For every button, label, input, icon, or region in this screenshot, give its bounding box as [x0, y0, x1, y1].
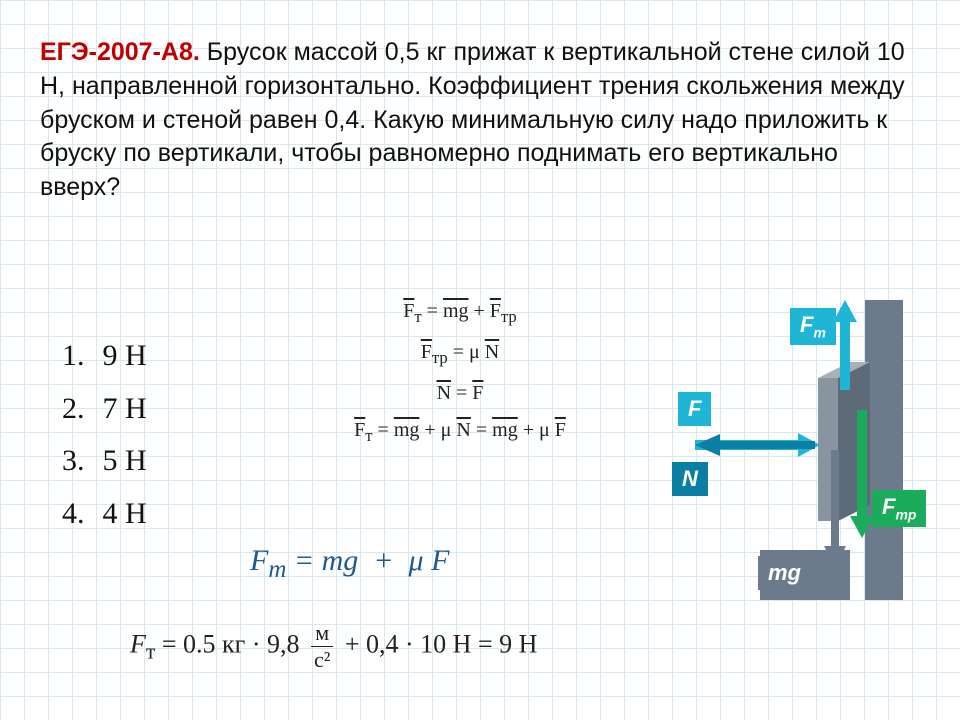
answer-list: 1. 9 Н 2. 7 Н 3. 5 Н 4. 4 Н — [62, 330, 147, 540]
equation-block: Fт = mg + Fтр Fтр = μ N N = F Fт = mg + … — [300, 300, 620, 460]
answer-1-num: 1. — [62, 330, 85, 383]
eqf-pre: F — [130, 629, 146, 658]
label-Ft-sub: т — [813, 324, 825, 340]
answer-1: 1. 9 Н — [62, 330, 147, 383]
arrow-Ft-head — [833, 300, 857, 322]
eq2-lsub: тр — [432, 348, 448, 367]
eq4-b: N — [456, 419, 470, 441]
answer-3-num: 3. — [62, 435, 85, 488]
eq3-lhs: N — [437, 382, 451, 404]
eq1-lhs: F — [403, 300, 414, 322]
label-mg: mg — [758, 556, 811, 590]
eqf-post: + 0,4 · 10 Н = 9 Н — [345, 629, 538, 658]
eq4-c: mg — [492, 419, 518, 441]
eq4-d: F — [555, 419, 566, 441]
eq-line-3: N = F — [300, 382, 620, 405]
answer-3: 3. 5 Н — [62, 435, 147, 488]
eqf-mid: = 0.5 кг · 9,8 — [162, 629, 306, 658]
answer-4-num: 4. — [62, 488, 85, 541]
label-Ftr: Fтр — [872, 490, 926, 527]
label-N-text: N — [682, 466, 698, 491]
eq2-eq: = μ — [453, 341, 485, 363]
answer-2: 2. 7 Н — [62, 383, 147, 436]
label-Ftr-text: F — [882, 494, 895, 519]
eq1-b: F — [490, 300, 501, 322]
eq4-p2: + μ — [523, 419, 555, 441]
eq2-lhs: F — [421, 341, 432, 363]
answer-1-val: 9 Н — [103, 330, 147, 383]
answer-2-num: 2. — [62, 383, 85, 436]
eqf-sub: т — [146, 640, 155, 664]
label-F-text: F — [688, 396, 701, 421]
answer-4: 4. 4 Н — [62, 488, 147, 541]
label-Ftr-sub: тр — [895, 506, 916, 522]
eq1-a: mg — [443, 300, 469, 322]
eq1-lsub: т — [414, 307, 421, 326]
eq4-eq: = — [378, 419, 394, 441]
answer-4-val: 4 Н — [103, 488, 147, 541]
label-N: N — [672, 462, 708, 496]
label-Ft-text: F — [800, 312, 813, 337]
eqf-frac: м с² — [310, 620, 334, 673]
eq4-a: mg — [394, 419, 420, 441]
eq-line-2: Fтр = μ N — [300, 341, 620, 368]
eq3-b: F — [472, 382, 483, 404]
eq4-p1: + μ — [424, 419, 456, 441]
answer-2-val: 7 Н — [103, 383, 147, 436]
eq-final: Fт = 0.5 кг · 9,8 м с² + 0,4 · 10 Н = 9 … — [130, 620, 537, 673]
eq-line-1: Fт = mg + Fтр — [300, 300, 620, 327]
eq-main: Fт = mg + μ F — [250, 544, 449, 584]
eqf-num: м — [311, 620, 333, 647]
eq1-eq: = — [427, 300, 443, 322]
problem-text: ЕГЭ-2007-А8. Брусок массой 0,5 кг прижат… — [40, 36, 920, 205]
eq1-plus: + — [474, 300, 490, 322]
force-diagram: Fт F N Fтр mg — [640, 300, 940, 600]
eq-line-4: Fт = mg + μ N = mg + μ F — [300, 419, 620, 446]
label-Ft: Fт — [790, 308, 836, 345]
eqf-den: с² — [310, 647, 334, 673]
eq1-bsub: тр — [501, 307, 517, 326]
answer-3-val: 5 Н — [103, 435, 147, 488]
eq4-lsub: т — [365, 426, 372, 445]
label-mg-text: mg — [768, 560, 801, 585]
eq2-b: N — [485, 341, 499, 363]
eq4-eq2: = — [476, 419, 492, 441]
eq3-eq: = — [456, 382, 472, 404]
label-F: F — [678, 392, 711, 426]
arrow-N-head — [695, 434, 720, 456]
problem-lead: ЕГЭ-2007-А8. — [40, 38, 200, 66]
eq4-lhs: F — [354, 419, 365, 441]
wall-right — [865, 300, 903, 600]
